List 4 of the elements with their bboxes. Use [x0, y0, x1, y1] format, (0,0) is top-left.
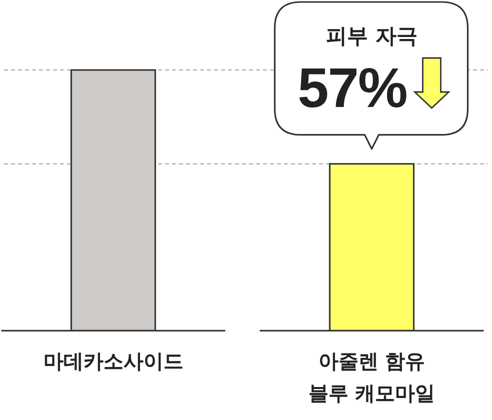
- x-tick-label: 마데카소사이드: [43, 349, 184, 373]
- annotation: 57%: [298, 56, 407, 119]
- text: 피부 자극: [326, 24, 418, 48]
- x-tick-label: 아줄렌 함유 블루 캐모마일: [308, 349, 436, 405]
